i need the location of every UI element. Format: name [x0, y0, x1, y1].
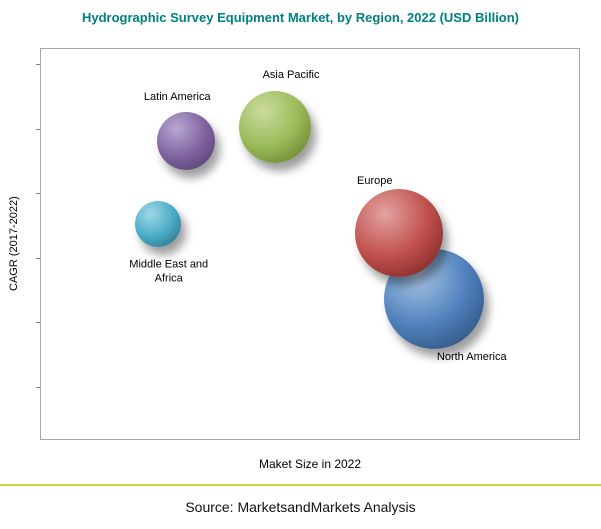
y-axis-tick [36, 387, 40, 389]
bubble-label-north-america: North America [436, 350, 507, 363]
plot-area: Latin America Asia Pacific Middle East and… [36, 48, 580, 440]
y-axis-tick [36, 193, 40, 195]
bubble-asia-pacific [239, 90, 312, 163]
bubble-label-europe: Europe [357, 174, 393, 187]
bubble-middle-east-and-africa [134, 201, 181, 248]
divider-line [0, 484, 601, 486]
x-axis-label: Maket Size in 2022 [258, 457, 362, 471]
y-axis-tick [36, 322, 40, 324]
bubble-label-latin-america: Latin America [143, 91, 211, 104]
y-axis-tick [36, 63, 40, 65]
bubble-label-asia-pacific: Asia Pacific [262, 68, 320, 81]
bubble-latin-america [157, 112, 216, 171]
bubble-label-middle-east-and-africa: Middle East and Africa [129, 258, 209, 286]
bubble-europe [354, 189, 443, 278]
y-axis-label: CAGR (2017-2022) [8, 196, 20, 292]
chart-title: Hydrographic Survey Equipment Market, by… [81, 10, 520, 25]
y-axis-tick [36, 128, 40, 130]
source-text: Source: MarketsandMarkets Analysis [185, 499, 416, 515]
y-axis-tick [36, 258, 40, 260]
